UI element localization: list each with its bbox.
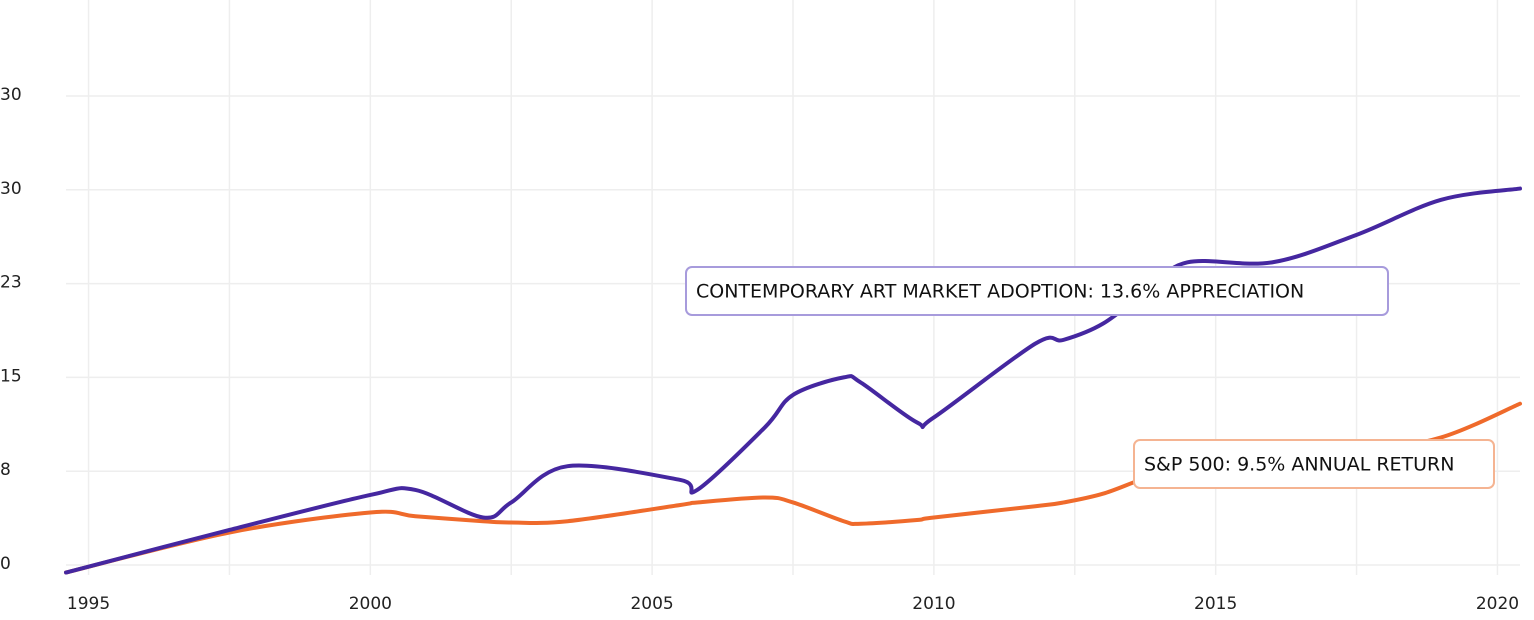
- x-tick-label: 2015: [1194, 594, 1237, 614]
- annotation-box: [1133, 439, 1495, 489]
- x-tick-label: 2005: [630, 594, 673, 614]
- annotation-text: S&P 500: 9.5% ANNUAL RETURN: [1144, 454, 1454, 476]
- x-tick-label: 1995: [67, 594, 110, 614]
- x-tick-label: 2020: [1476, 594, 1519, 614]
- x-tick-label: 2000: [349, 594, 392, 614]
- y-tick-label: 0: [0, 554, 11, 574]
- y-tick-label: 15: [0, 366, 22, 386]
- series-line: [64, 186, 1522, 575]
- annotation-text: CONTEMPORARY ART MARKET ADOPTION: 13.6% …: [696, 281, 1304, 303]
- y-tick-label: 30: [0, 179, 22, 199]
- y-tick-label: 8: [0, 460, 11, 480]
- annotation: CONTEMPORARY ART MARKET ADOPTION: 13.6% …: [685, 266, 1389, 316]
- y-tick-label: 23: [0, 273, 22, 293]
- annotation-box: [685, 266, 1389, 316]
- y-tick-label: 30: [0, 85, 22, 105]
- x-tick-label: 2010: [912, 594, 955, 614]
- annotation: S&P 500: 9.5% ANNUAL RETURN: [1133, 439, 1495, 489]
